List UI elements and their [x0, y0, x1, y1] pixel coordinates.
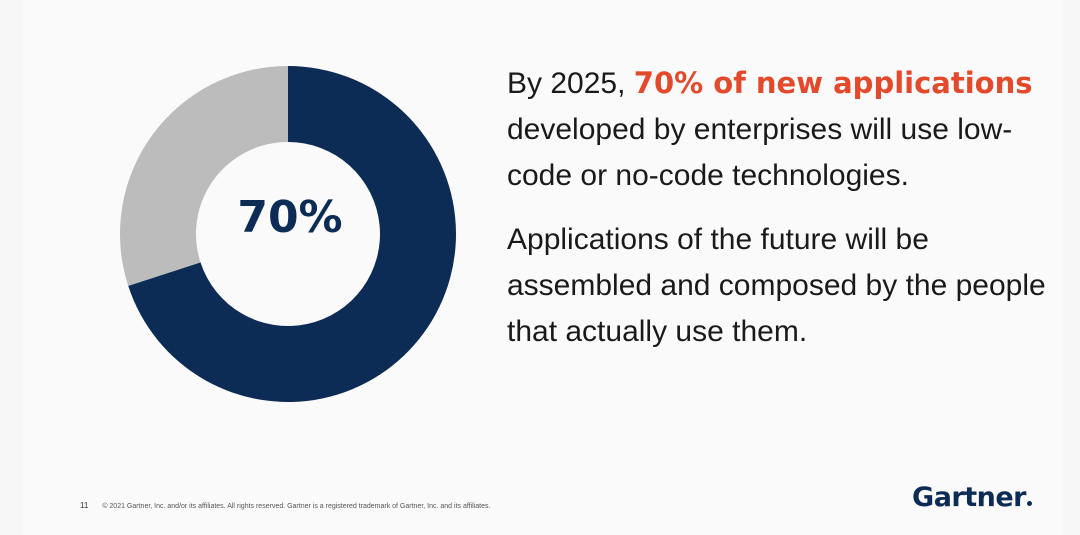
footer: 11 © 2021 Gartner, Inc. and/or its affili…: [80, 501, 490, 510]
page-number: 11: [80, 501, 89, 510]
headline-prefix: By 2025,: [507, 67, 634, 100]
donut-slice-1: [119, 66, 288, 286]
body-paragraph: Applications of the future will be assem…: [507, 223, 1046, 348]
donut-slice-0: [128, 66, 456, 402]
text-block: By 2025, 70% of new applications develop…: [507, 60, 1067, 355]
headline-suffix: developed by enterprises will use low-co…: [507, 113, 1013, 192]
donut-center-label: 70%: [237, 192, 343, 243]
gartner-logo: Gartner: [912, 482, 1032, 513]
headline: By 2025, 70% of new applications develop…: [507, 60, 1067, 199]
headline-highlight: 70% of new applications: [633, 66, 1033, 100]
logo-text: Gartner: [912, 482, 1026, 513]
copyright-text: © 2021 Gartner, Inc. and/or its affiliat…: [102, 503, 491, 510]
slide: 70% By 2025, 70% of new applications dev…: [22, 0, 1062, 535]
logo-dot-icon: [1027, 501, 1032, 506]
donut-chart: [119, 66, 456, 402]
